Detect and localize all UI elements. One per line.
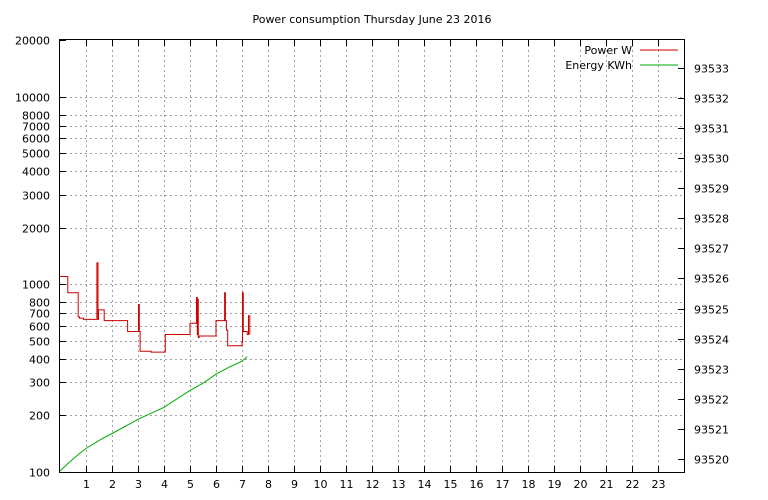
x-tick-label: 23 — [652, 478, 666, 491]
y2-tick-label: 93523 — [694, 364, 729, 377]
x-tick-label: 17 — [496, 478, 510, 491]
plot-frame — [59, 39, 685, 473]
x-tick-label: 22 — [626, 478, 640, 491]
y-tick-label: 400 — [29, 354, 50, 367]
x-tick-label: 20 — [574, 478, 588, 491]
x-tick-label: 12 — [366, 478, 380, 491]
series-line-energy — [59, 356, 248, 472]
x-tick-label: 1 — [83, 478, 90, 491]
x-tick-label: 2 — [109, 478, 116, 491]
y2-tick-label: 93529 — [694, 183, 729, 196]
legend-label: Energy KWh — [565, 59, 632, 72]
x-tick-label: 11 — [340, 478, 354, 491]
x-tick-label: 19 — [548, 478, 562, 491]
y2-tick-label: 93525 — [694, 304, 729, 317]
y2-tick-label: 93531 — [694, 123, 729, 136]
x-tick-label: 13 — [392, 478, 406, 491]
y-tick-label: 1000 — [22, 279, 50, 292]
x-tick-label: 21 — [600, 478, 614, 491]
y2-tick-label: 93527 — [694, 243, 729, 256]
y-tick-label: 7000 — [22, 121, 50, 134]
legend-label: Power W — [584, 44, 632, 57]
grid — [60, 40, 684, 472]
x-tick-label: 10 — [314, 478, 328, 491]
y-tick-label: 3000 — [22, 190, 50, 203]
y-tick-label: 2000 — [22, 223, 50, 236]
chart-title: Power consumption Thursday June 23 2016 — [252, 13, 491, 26]
y2-tick-label: 93532 — [694, 93, 729, 106]
y-tick-label: 100 — [29, 467, 50, 480]
x-tick-label: 16 — [470, 478, 484, 491]
x-tick-label: 8 — [265, 478, 272, 491]
ticks: 1 2 3 4 5 6 7 8 9 10 11 12 13 14 15 16 17 18 19 20 21 22 23100… — [15, 35, 729, 492]
x-tick-label: 3 — [135, 478, 142, 491]
x-tick-label: 14 — [418, 478, 432, 491]
y-tick-label: 8000 — [22, 110, 50, 123]
y2-tick-label: 93520 — [694, 454, 729, 467]
x-tick-label: 18 — [522, 478, 536, 491]
x-tick-label: 6 — [213, 478, 220, 491]
y-tick-label: 300 — [29, 377, 50, 390]
y2-tick-label: 93528 — [694, 213, 729, 226]
y2-tick-label: 93533 — [694, 63, 729, 76]
y-tick-label: 20000 — [15, 35, 50, 48]
series-layer — [59, 262, 251, 472]
y-tick-label: 800 — [29, 297, 50, 310]
y-tick-label: 700 — [29, 308, 50, 321]
x-tick-label: 5 — [187, 478, 194, 491]
y-tick-label: 500 — [29, 336, 50, 349]
y-tick-label: 200 — [29, 410, 50, 423]
legend: Power W Energy KWh — [565, 44, 678, 72]
y-tick-label: 5000 — [22, 148, 50, 161]
y2-tick-label: 93524 — [694, 334, 729, 347]
y2-tick-label: 93521 — [694, 424, 729, 437]
x-tick-label: 4 — [161, 478, 168, 491]
x-tick-label: 9 — [291, 478, 298, 491]
y2-tick-label: 93530 — [694, 153, 729, 166]
x-tick-label: 7 — [239, 478, 246, 491]
x-tick-label: 15 — [444, 478, 458, 491]
y-tick-label: 4000 — [22, 166, 50, 179]
y-tick-label: 6000 — [22, 133, 50, 146]
y2-tick-label: 93526 — [694, 273, 729, 286]
y-tick-label: 10000 — [15, 92, 50, 105]
y-tick-label: 600 — [29, 321, 50, 334]
y2-tick-label: 93522 — [694, 394, 729, 407]
series-line-power — [60, 262, 251, 353]
